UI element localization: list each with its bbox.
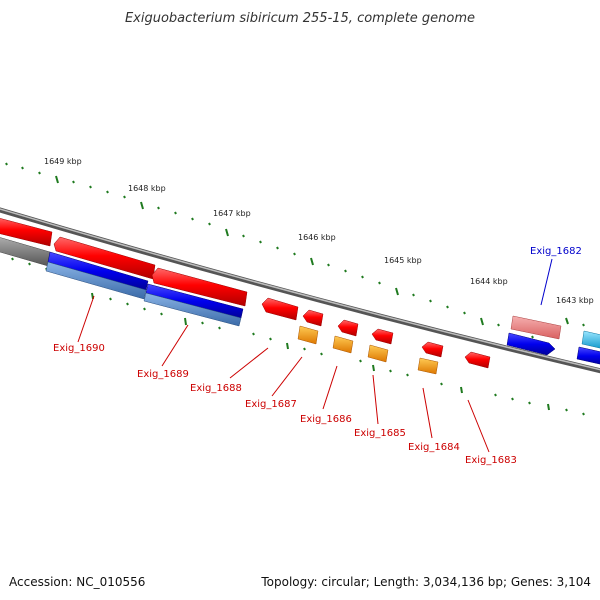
gene-block-orange bbox=[367, 344, 389, 363]
accession-text: Accession: NC_010556 bbox=[9, 575, 145, 589]
gene-label: Exig_1690 bbox=[53, 343, 105, 354]
gene-label: Exig_1686 bbox=[300, 414, 352, 425]
tick-labels: 1649 kbp 1648 kbp 1647 kbp 1646 kbp 1645… bbox=[44, 157, 594, 305]
gene-arrow-red bbox=[302, 309, 324, 327]
gene-arrow-red bbox=[421, 341, 444, 358]
gene-arrow-red bbox=[151, 267, 248, 307]
tick-label: 1648 kbp bbox=[128, 184, 166, 193]
gene-block-steel bbox=[45, 261, 147, 300]
gene-arrow-blue bbox=[506, 332, 556, 356]
gene-block-orange bbox=[332, 335, 354, 354]
gene-block-orange bbox=[417, 357, 439, 375]
gene-label: Exig_1689 bbox=[137, 369, 189, 380]
gene-labels: Exig_1690 Exig_1689 Exig_1688 Exig_1687 … bbox=[53, 246, 582, 466]
tick-label: 1646 kbp bbox=[298, 233, 336, 242]
gene-block-red bbox=[0, 218, 53, 247]
gene-block-orange bbox=[297, 325, 319, 345]
map-title: Exiguobacterium sibiricum 255-15, comple… bbox=[125, 11, 475, 26]
gene-label: Exig_1683 bbox=[465, 455, 517, 466]
gene-arrow-red bbox=[371, 328, 394, 345]
tick-label: 1645 kbp bbox=[384, 256, 422, 265]
gene-label: Exig_1688 bbox=[190, 383, 242, 394]
tick-label: 1649 kbp bbox=[44, 157, 82, 166]
genome-backbone bbox=[0, 207, 600, 374]
gene-label: Exig_1682 bbox=[530, 246, 582, 257]
gene-arrow-red bbox=[53, 236, 156, 280]
gene-features bbox=[0, 218, 600, 375]
gene-arrow-red bbox=[261, 297, 299, 321]
gene-arrow-red bbox=[337, 319, 359, 337]
gene-block-blue bbox=[576, 346, 600, 365]
tick-label: 1647 kbp bbox=[213, 209, 251, 218]
gene-label: Exig_1685 bbox=[354, 428, 406, 439]
gene-label: Exig_1687 bbox=[245, 399, 297, 410]
gene-block-steel bbox=[143, 292, 242, 327]
genome-summary-text: Topology: circular; Length: 3,034,136 bp… bbox=[260, 575, 591, 589]
label-leader-lines bbox=[77, 258, 553, 453]
gene-label: Exig_1684 bbox=[408, 442, 460, 453]
tick-label: 1644 kbp bbox=[470, 277, 508, 286]
tick-label: 1643 kbp bbox=[556, 296, 594, 305]
tick-ruler-outer bbox=[5, 162, 585, 339]
gene-block-cyan bbox=[581, 330, 600, 349]
gene-arrow-red bbox=[464, 351, 491, 369]
gene-block-pink bbox=[510, 315, 562, 340]
